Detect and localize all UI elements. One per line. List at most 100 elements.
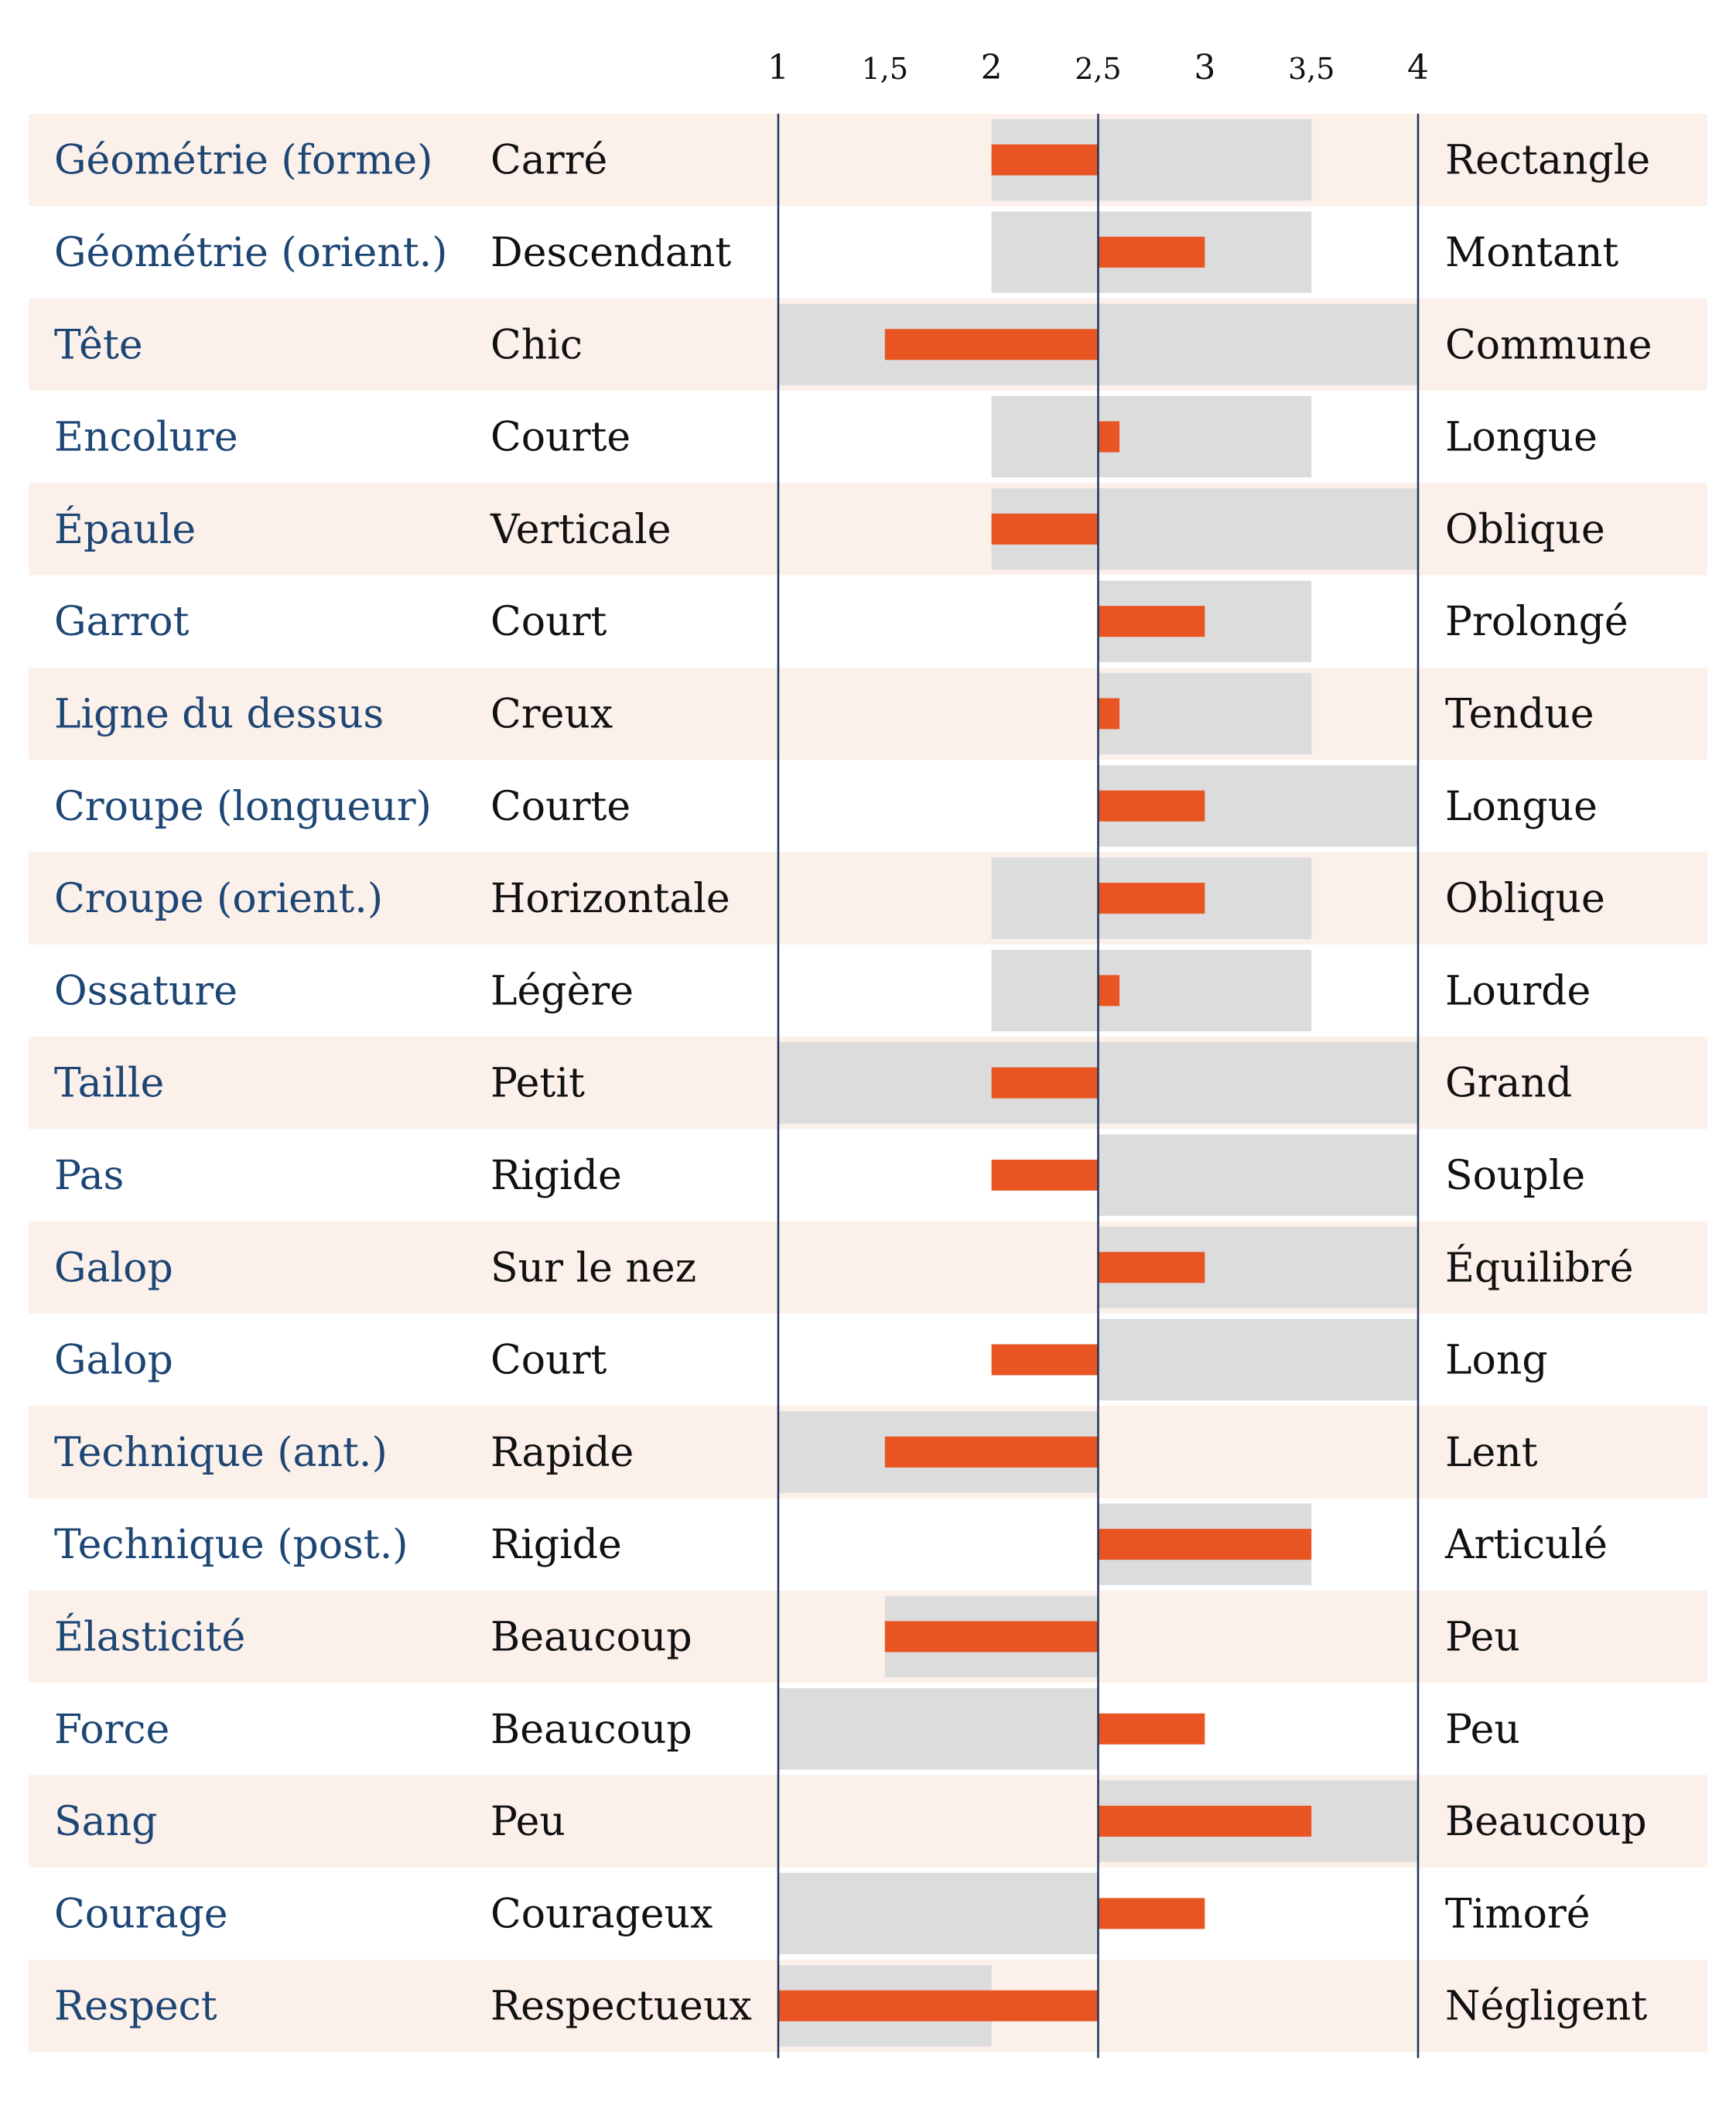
trait-label: Respect: [54, 1984, 217, 2030]
value-bar: [1098, 236, 1205, 268]
value-bar: [1098, 883, 1205, 914]
trait-label: Géométrie (orient.): [54, 230, 447, 276]
high-pole-label: Lent: [1445, 1430, 1538, 1476]
value-bar: [884, 1436, 1099, 1468]
range-bar: [1098, 1318, 1418, 1401]
low-pole-label: Beaucoup: [490, 1614, 692, 1660]
x-tick-label: 3: [1194, 48, 1215, 87]
range-bar: [1098, 1134, 1418, 1216]
value-bar: [884, 329, 1099, 361]
low-pole-label: Beaucoup: [490, 1707, 692, 1753]
value-bar: [1098, 1529, 1312, 1560]
low-pole-label: Courte: [490, 784, 630, 830]
trait-label: Galop: [54, 1338, 173, 1384]
low-pole-label: Légère: [490, 968, 634, 1014]
value-bar: [1098, 790, 1205, 822]
high-pole-label: Oblique: [1445, 507, 1605, 553]
trait-label: Technique (ant.): [54, 1430, 388, 1476]
value-bar: [1098, 698, 1120, 730]
value-bar: [1098, 975, 1120, 1007]
low-pole-label: Chic: [490, 322, 583, 368]
row-stripe: [29, 1590, 1707, 1683]
x-tick-labels: 1 1,5 2 2,5 3 3,5 4: [767, 48, 1429, 87]
trait-label: Technique (post.): [54, 1522, 408, 1568]
trait-label: Croupe (longueur): [54, 784, 432, 830]
value-bar: [1098, 1252, 1205, 1283]
value-bar: [1098, 1713, 1205, 1745]
x-tick-label: 1: [767, 48, 789, 87]
trait-label: Élasticité: [54, 1612, 245, 1660]
high-pole-label: Articulé: [1444, 1522, 1608, 1568]
trait-label: Ossature: [54, 968, 238, 1014]
high-pole-label: Oblique: [1445, 876, 1605, 922]
value-bars: [778, 144, 1312, 2022]
low-pole-label: Carré: [490, 138, 607, 184]
trait-label: Force: [54, 1707, 169, 1753]
high-pole-label: Beaucoup: [1445, 1799, 1647, 1845]
trait-label: Tête: [54, 322, 143, 368]
row-labels: Géométrie (forme) Carré Rectangle Géométrie…: [54, 138, 1652, 2030]
high-pole-label: Longue: [1445, 415, 1598, 461]
low-pole-label: Peu: [490, 1799, 566, 1845]
low-pole-label: Descendant: [490, 230, 731, 276]
value-bar: [991, 1067, 1099, 1099]
high-pole-label: Lourde: [1445, 968, 1591, 1014]
trait-label: Sang: [54, 1799, 157, 1845]
trait-label: Croupe (orient.): [54, 876, 383, 922]
value-bar: [991, 513, 1099, 545]
range-bar: [991, 395, 1312, 478]
high-pole-label: Tendue: [1445, 691, 1594, 737]
low-pole-label: Verticale: [490, 507, 671, 553]
range-bar: [778, 1688, 1099, 1770]
trait-label: Courage: [54, 1891, 228, 1937]
high-pole-label: Timoré: [1445, 1891, 1591, 1937]
value-bar: [1098, 606, 1205, 637]
value-bar: [884, 1621, 1099, 1653]
low-pole-label: Rigide: [490, 1153, 622, 1199]
low-pole-label: Court: [490, 599, 607, 645]
high-pole-label: Longue: [1445, 784, 1598, 830]
row-stripe: [29, 667, 1707, 760]
high-pole-label: Équilibré: [1445, 1243, 1634, 1291]
range-bar: [778, 1872, 1099, 1954]
value-bar: [1098, 421, 1120, 453]
x-tick-label: 2,5: [1075, 52, 1121, 86]
low-pole-label: Petit: [490, 1061, 585, 1107]
high-pole-label: Montant: [1445, 230, 1618, 276]
value-bar: [778, 1990, 1099, 2022]
high-pole-label: Souple: [1445, 1153, 1585, 1199]
x-tick-label: 3,5: [1288, 52, 1334, 86]
low-pole-label: Sur le nez: [490, 1245, 696, 1291]
value-bar: [1098, 1806, 1312, 1837]
axis-lines: [777, 114, 1420, 2059]
high-pole-label: Négligent: [1445, 1984, 1647, 2030]
row-stripe: [29, 1775, 1707, 1868]
trait-label: Géométrie (forme): [54, 138, 432, 184]
trait-label: Encolure: [54, 415, 238, 461]
row-stripe: [29, 114, 1707, 207]
high-pole-label: Prolongé: [1445, 599, 1628, 645]
low-pole-label: Courte: [490, 415, 630, 461]
x-tick-label: 1,5: [862, 52, 908, 86]
value-bar: [991, 1344, 1099, 1376]
low-pole-label: Court: [490, 1338, 607, 1384]
high-pole-label: Commune: [1445, 322, 1652, 368]
trait-label: Pas: [54, 1153, 124, 1199]
high-pole-label: Long: [1445, 1338, 1548, 1384]
low-pole-label: Respectueux: [490, 1984, 752, 2030]
high-pole-label: Peu: [1445, 1614, 1520, 1660]
low-pole-label: Rigide: [490, 1522, 622, 1568]
x-tick-label: 4: [1407, 48, 1429, 87]
low-pole-label: Creux: [490, 691, 613, 737]
trait-label: Ligne du dessus: [54, 691, 384, 737]
value-bar: [991, 144, 1099, 176]
row-stripe: [29, 852, 1707, 945]
trait-label: Garrot: [54, 599, 190, 645]
value-bar: [991, 1159, 1099, 1191]
high-pole-label: Peu: [1445, 1707, 1520, 1753]
range-bar: [991, 949, 1312, 1031]
value-bar: [1098, 1898, 1205, 1929]
high-pole-label: Rectangle: [1445, 138, 1650, 184]
low-pole-label: Rapide: [490, 1430, 634, 1476]
